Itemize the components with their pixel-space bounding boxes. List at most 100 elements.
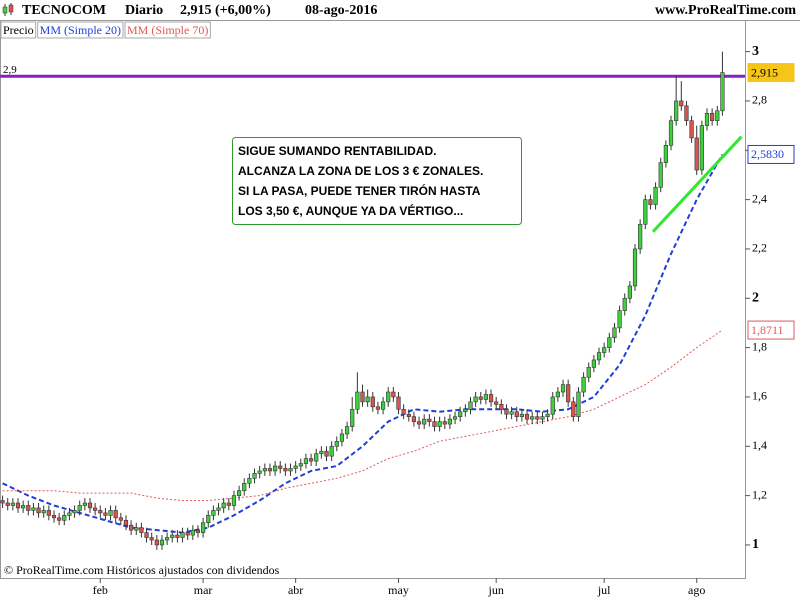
- candle-body: [283, 468, 288, 472]
- candle-body: [118, 517, 123, 521]
- y-tick-label: 2,2: [752, 241, 767, 255]
- candle-body: [190, 529, 195, 536]
- x-tick-label: feb: [93, 583, 108, 597]
- candle-body: [308, 458, 314, 462]
- x-tick-label: jul: [597, 583, 611, 597]
- candle-body: [324, 450, 329, 457]
- candle-body: [129, 524, 134, 531]
- candle-body: [31, 507, 36, 511]
- candle-body: [123, 519, 129, 526]
- candle-body: [504, 408, 509, 415]
- candle-body: [643, 199, 648, 225]
- candle-body: [406, 413, 411, 417]
- candle-body: [108, 510, 113, 516]
- candle-body: [463, 408, 468, 413]
- candle-body: [668, 120, 674, 146]
- candle-body: [36, 507, 41, 514]
- candle-body: [360, 391, 365, 403]
- candle-body: [72, 510, 77, 514]
- candle-body: [391, 391, 396, 398]
- candle-body: [576, 391, 581, 417]
- candle-body: [396, 396, 401, 410]
- candle-body: [586, 367, 591, 378]
- candle-body: [679, 100, 684, 107]
- candle-body: [211, 510, 216, 516]
- price-tag: [747, 144, 795, 164]
- candle-body: [442, 421, 447, 425]
- candle-body: [334, 441, 339, 447]
- candle-body: [715, 110, 720, 121]
- candle-body: [473, 396, 478, 403]
- candle-body: [242, 482, 247, 491]
- candle-body: [653, 186, 658, 205]
- candle-body: [159, 539, 165, 546]
- candle-body: [77, 505, 82, 511]
- candle-body: [41, 510, 46, 514]
- candle-body: [535, 416, 540, 420]
- candle-body: [658, 162, 663, 188]
- candle-body: [617, 310, 622, 329]
- moving-average: [2, 154, 724, 534]
- candle-body: [257, 470, 262, 474]
- candle-body: [98, 510, 103, 514]
- candle-body: [113, 510, 118, 519]
- candle-body: [422, 418, 427, 425]
- candle-body: [365, 396, 370, 403]
- candle-body: [607, 337, 612, 348]
- candle-body: [288, 468, 293, 472]
- candle-body: [134, 527, 139, 531]
- candle-body: [278, 465, 283, 469]
- candle-body: [519, 413, 524, 417]
- candle-body: [550, 396, 555, 415]
- candle-body: [380, 401, 386, 410]
- candle-body: [622, 297, 627, 311]
- candle-body: [699, 125, 704, 171]
- trendline: [651, 135, 743, 233]
- candle-body: [247, 478, 252, 484]
- candle-body: [555, 391, 560, 398]
- candle-body: [272, 465, 278, 472]
- y-tick-label: 1: [752, 537, 759, 552]
- plot-frame: [0, 20, 746, 579]
- annotation-line: SI LA PASA, PUEDE TENER TIRÓN HASTA: [238, 183, 481, 198]
- candle-body: [488, 394, 494, 403]
- legend-label: MM (Simple 20): [40, 23, 121, 37]
- candle-body: [216, 507, 221, 511]
- candle-body: [530, 416, 535, 420]
- candle-body: [10, 502, 15, 506]
- candle-body: [303, 458, 309, 464]
- candle-body: [314, 453, 319, 462]
- annotation-box: [232, 137, 522, 225]
- candle-body: [293, 465, 298, 469]
- candle-body: [602, 347, 607, 353]
- price-tag-label: 2,5830: [751, 147, 784, 161]
- candle-body: [57, 517, 62, 521]
- candle-body: [195, 529, 201, 533]
- x-tick-label: ago: [688, 583, 705, 597]
- candle-body: [319, 450, 324, 454]
- horizontal-line-label: 2,9: [3, 64, 17, 76]
- candle-body: [329, 445, 334, 457]
- candle-body: [170, 534, 175, 538]
- x-tick-label: mar: [194, 583, 213, 597]
- candle-body: [139, 527, 144, 533]
- candle-body: [355, 391, 360, 410]
- candle-body: [596, 352, 602, 361]
- candle-body: [566, 384, 571, 403]
- legend-box: [0, 21, 37, 39]
- candle-body: [154, 539, 159, 546]
- candle-body: [514, 411, 519, 417]
- candle-body: [432, 421, 437, 427]
- y-tick-label: 1,4: [752, 438, 767, 452]
- ticker: TECNOCOM: [22, 3, 106, 18]
- candle-body: [344, 426, 350, 435]
- candle-body: [144, 532, 149, 538]
- legend-item: MM (Simple 70): [124, 21, 211, 39]
- y-tick-label: 1,2: [752, 487, 767, 501]
- candle-body: [627, 285, 632, 299]
- candle-body: [0, 500, 5, 504]
- candle-body: [632, 248, 638, 287]
- candle-body: [648, 199, 653, 205]
- candle-body: [674, 100, 679, 121]
